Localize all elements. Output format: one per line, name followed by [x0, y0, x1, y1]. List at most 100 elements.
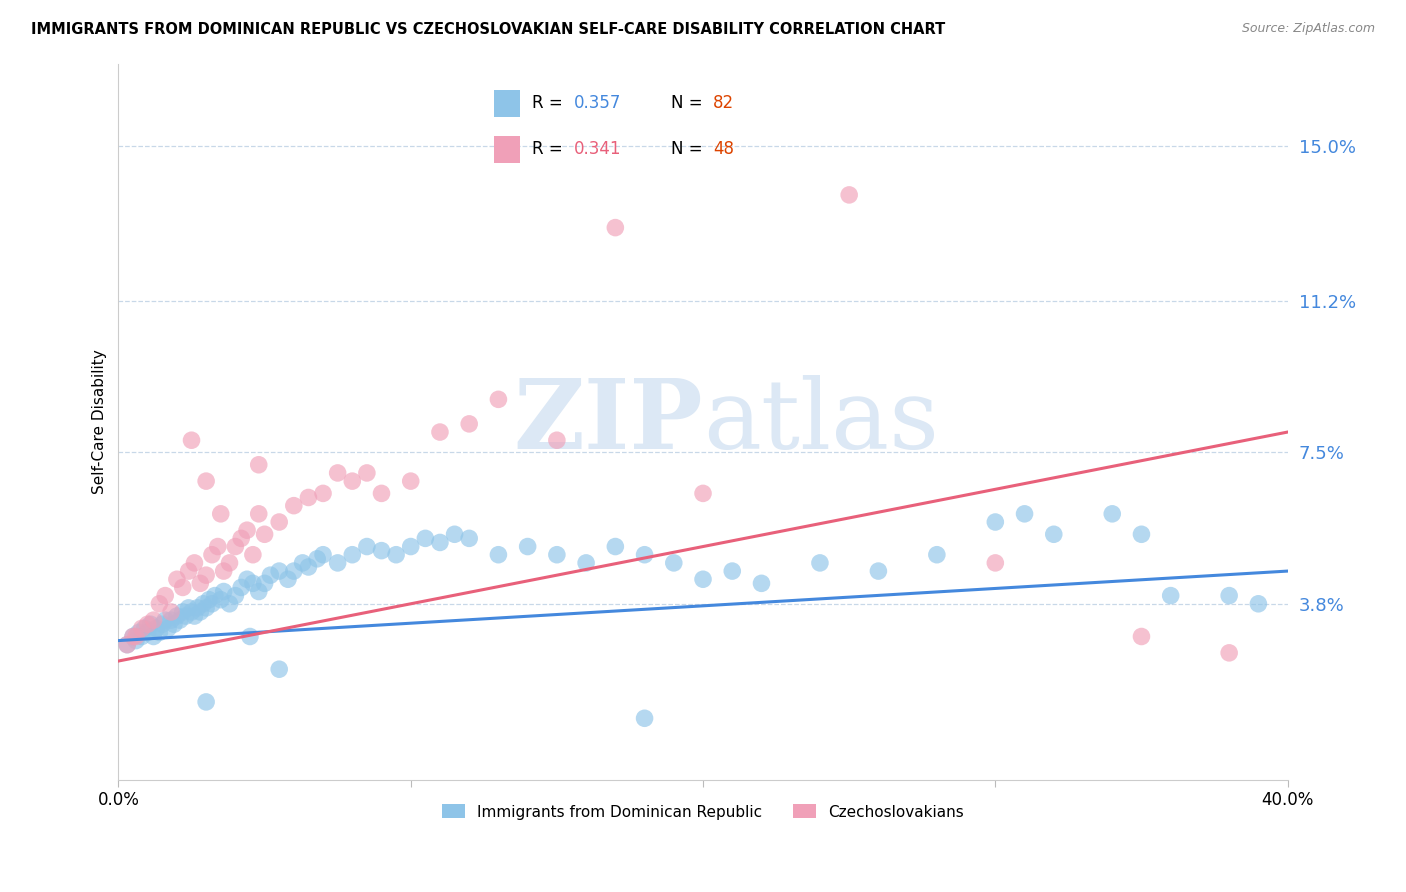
Point	[662, 556, 685, 570]
Point	[160, 605, 183, 619]
Point	[1218, 589, 1240, 603]
Point	[239, 630, 262, 644]
Point	[231, 532, 253, 546]
Point	[1101, 507, 1123, 521]
Point	[125, 633, 148, 648]
Point	[458, 417, 481, 431]
Point	[253, 527, 276, 541]
Point	[155, 613, 177, 627]
Point	[356, 540, 378, 554]
Point	[370, 543, 392, 558]
Point	[247, 458, 270, 472]
Point	[131, 630, 153, 644]
Point	[342, 474, 364, 488]
Point	[1042, 527, 1064, 541]
Point	[128, 625, 150, 640]
Point	[546, 548, 568, 562]
Point	[198, 592, 221, 607]
Point	[984, 556, 1007, 570]
Point	[283, 499, 305, 513]
Point	[575, 556, 598, 570]
Point	[297, 491, 319, 505]
Point	[177, 600, 200, 615]
Point	[605, 220, 627, 235]
Point	[186, 600, 208, 615]
Point	[224, 589, 246, 603]
Point	[172, 581, 194, 595]
Point	[201, 548, 224, 562]
Point	[633, 711, 655, 725]
Point	[516, 540, 538, 554]
Point	[236, 572, 259, 586]
Point	[925, 548, 948, 562]
Point	[259, 568, 281, 582]
Text: ZIP: ZIP	[513, 375, 703, 469]
Point	[172, 605, 194, 619]
Point	[605, 540, 627, 554]
Point	[1160, 589, 1182, 603]
Point	[291, 556, 314, 570]
Point	[218, 597, 240, 611]
Point	[212, 584, 235, 599]
Point	[269, 564, 291, 578]
Point	[269, 515, 291, 529]
Point	[166, 609, 188, 624]
Point	[231, 581, 253, 595]
Point	[721, 564, 744, 578]
Point	[838, 188, 860, 202]
Point	[253, 576, 276, 591]
Point	[984, 515, 1007, 529]
Point	[342, 548, 364, 562]
Point	[183, 609, 205, 624]
Point	[370, 486, 392, 500]
Text: atlas: atlas	[703, 375, 939, 469]
Point	[1130, 527, 1153, 541]
Point	[692, 486, 714, 500]
Point	[546, 434, 568, 448]
Point	[163, 617, 186, 632]
Point	[247, 507, 270, 521]
Point	[157, 621, 180, 635]
Point	[142, 630, 165, 644]
Point	[183, 556, 205, 570]
Point	[283, 564, 305, 578]
Point	[201, 597, 224, 611]
Point	[399, 474, 422, 488]
Point	[169, 613, 191, 627]
Point	[160, 613, 183, 627]
Point	[188, 576, 211, 591]
Point	[486, 392, 509, 407]
Point	[131, 621, 153, 635]
Point	[751, 576, 773, 591]
Point	[125, 630, 148, 644]
Point	[1130, 630, 1153, 644]
Text: IMMIGRANTS FROM DOMINICAN REPUBLIC VS CZECHOSLOVAKIAN SELF-CARE DISABILITY CORRE: IMMIGRANTS FROM DOMINICAN REPUBLIC VS CZ…	[31, 22, 945, 37]
Point	[180, 605, 202, 619]
Point	[150, 617, 173, 632]
Point	[166, 572, 188, 586]
Point	[195, 474, 218, 488]
Point	[868, 564, 890, 578]
Point	[429, 425, 451, 439]
Point	[209, 507, 232, 521]
Point	[297, 560, 319, 574]
Text: Source: ZipAtlas.com: Source: ZipAtlas.com	[1241, 22, 1375, 36]
Point	[224, 540, 246, 554]
Point	[204, 589, 226, 603]
Point	[326, 556, 349, 570]
Point	[385, 548, 408, 562]
Point	[195, 695, 218, 709]
Point	[122, 630, 145, 644]
Point	[142, 613, 165, 627]
Point	[1014, 507, 1036, 521]
Point	[134, 621, 156, 635]
Point	[148, 597, 170, 611]
Point	[177, 564, 200, 578]
Point	[633, 548, 655, 562]
Point	[429, 535, 451, 549]
Point	[808, 556, 831, 570]
Point	[356, 466, 378, 480]
Point	[188, 605, 211, 619]
Point	[458, 532, 481, 546]
Point	[486, 548, 509, 562]
